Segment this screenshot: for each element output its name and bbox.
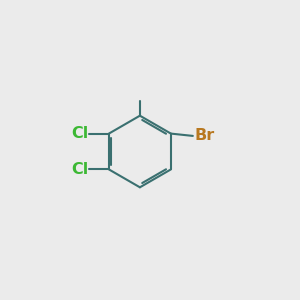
- Text: Cl: Cl: [71, 126, 88, 141]
- Text: Cl: Cl: [71, 162, 88, 177]
- Text: Br: Br: [194, 128, 214, 143]
